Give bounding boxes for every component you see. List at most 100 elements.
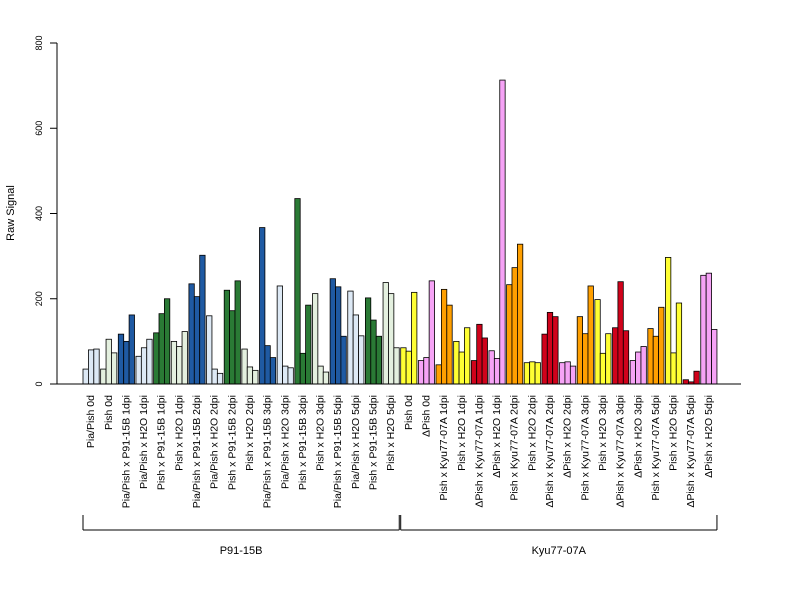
bar <box>476 323 483 385</box>
x-tick-label: ΔPish x H2O 3dpi <box>632 395 644 478</box>
bar <box>458 351 465 385</box>
bar <box>711 329 718 385</box>
bar <box>358 335 365 385</box>
y-tick-label: 200 <box>34 291 44 306</box>
bar <box>329 278 336 385</box>
x-tick-label: Pish x Kyu77-07A 5dpi <box>650 395 662 501</box>
bar <box>282 365 289 385</box>
bar <box>158 313 165 385</box>
bar <box>88 349 95 385</box>
bar <box>523 362 531 385</box>
x-tick-label: ΔPish x H2O 1dpi <box>491 395 503 478</box>
x-tick-label: Pia/Pish x H2O 1dpi <box>138 395 150 489</box>
bar <box>435 364 442 385</box>
y-tick-label: 0 <box>34 381 44 386</box>
bar <box>640 346 647 385</box>
bar <box>264 345 271 385</box>
x-tick-label: Pia/Pish x P91-15B 5dpi <box>332 395 344 508</box>
bar <box>552 316 559 385</box>
bar <box>564 361 571 385</box>
bar <box>569 365 577 385</box>
y-tick-label: 600 <box>34 121 44 136</box>
x-tick-label: Pish x H2O 3dpi <box>315 395 327 471</box>
bar <box>517 243 524 385</box>
bar <box>287 367 294 385</box>
bar <box>375 335 383 385</box>
bar <box>617 281 624 385</box>
bar <box>417 360 425 385</box>
bar <box>223 289 230 385</box>
bar <box>299 352 307 385</box>
x-tick-label: Pia/Pish x H2O 3dpi <box>279 395 291 489</box>
bar <box>411 291 418 385</box>
bar <box>546 311 554 385</box>
bar <box>481 337 488 385</box>
x-tick-label: Pia/Pish x H2O 5dpi <box>350 395 362 489</box>
bar <box>352 314 359 385</box>
x-tick-label: Pish x Kyu77-07A 3dpi <box>579 395 591 501</box>
bar <box>317 365 324 385</box>
bar <box>428 280 435 385</box>
bar <box>622 330 630 385</box>
x-tick-label: Pish x P91-15B 1dpi <box>156 395 168 490</box>
x-tick-labels: Pia/Pish 0d Pish 0d Pia/Pish x P91-15B 1dp… <box>85 395 715 508</box>
x-tick-label: Pish x Kyu77-07A 2dpi <box>509 395 521 501</box>
bar <box>199 254 206 385</box>
bar <box>117 333 125 385</box>
x-tick-label: Pish x P91-15B 3dpi <box>297 395 309 490</box>
bar <box>652 335 660 385</box>
group-brackets: P91-15B Kyu77-07A <box>82 515 718 557</box>
bar <box>529 361 536 385</box>
bar <box>670 352 677 385</box>
bar <box>453 340 460 385</box>
bar <box>534 362 541 385</box>
x-tick-label: Pish x H2O 3dpi <box>597 395 609 471</box>
bar <box>559 362 566 385</box>
bar <box>511 267 518 385</box>
x-tick-label: ΔPish x Kyu77-07A 5dpi <box>685 395 697 508</box>
bar <box>393 347 400 385</box>
bar <box>470 360 478 385</box>
y-axis-label: Raw Signal <box>5 185 17 241</box>
bar <box>347 290 354 385</box>
bars <box>82 79 718 385</box>
bar <box>176 346 183 385</box>
bar <box>188 283 195 385</box>
bar <box>246 366 254 385</box>
bar <box>269 357 277 385</box>
x-tick-label: ΔPish x H2O 2dpi <box>562 395 574 478</box>
group-label: Kyu77-07A <box>532 545 587 557</box>
bar <box>105 338 112 385</box>
bar <box>234 280 241 385</box>
bar <box>193 296 201 385</box>
y-tick-label: 400 <box>34 206 44 221</box>
bar <box>693 370 700 385</box>
x-tick-label: Pish 0d <box>403 395 415 430</box>
bar <box>163 298 171 385</box>
bar <box>211 368 218 385</box>
x-tick-label: ΔPish x H2O 5dpi <box>703 395 715 478</box>
bar <box>658 306 665 385</box>
bar <box>605 333 612 385</box>
bar <box>493 358 501 385</box>
x-tick-label: Pia/Pish x H2O 2dpi <box>209 395 221 489</box>
bar <box>123 340 130 385</box>
bar <box>665 256 672 385</box>
bar <box>488 350 495 385</box>
bar <box>682 379 689 385</box>
bar <box>582 333 589 385</box>
x-tick-label: Pia/Pish x P91-15B 3dpi <box>262 395 274 508</box>
bar <box>82 368 89 385</box>
bar <box>675 302 683 385</box>
bar <box>541 333 548 385</box>
x-tick-label: ΔPish 0d <box>420 395 432 437</box>
bar <box>276 285 283 385</box>
bar <box>206 315 213 385</box>
bar <box>100 368 107 385</box>
x-tick-label: Pish x H2O 1dpi <box>456 395 468 471</box>
x-tick-label: Pish x P91-15B 5dpi <box>368 395 380 490</box>
bar <box>506 284 513 385</box>
x-tick-label: Pish x H2O 5dpi <box>385 395 397 471</box>
bar <box>140 347 148 385</box>
